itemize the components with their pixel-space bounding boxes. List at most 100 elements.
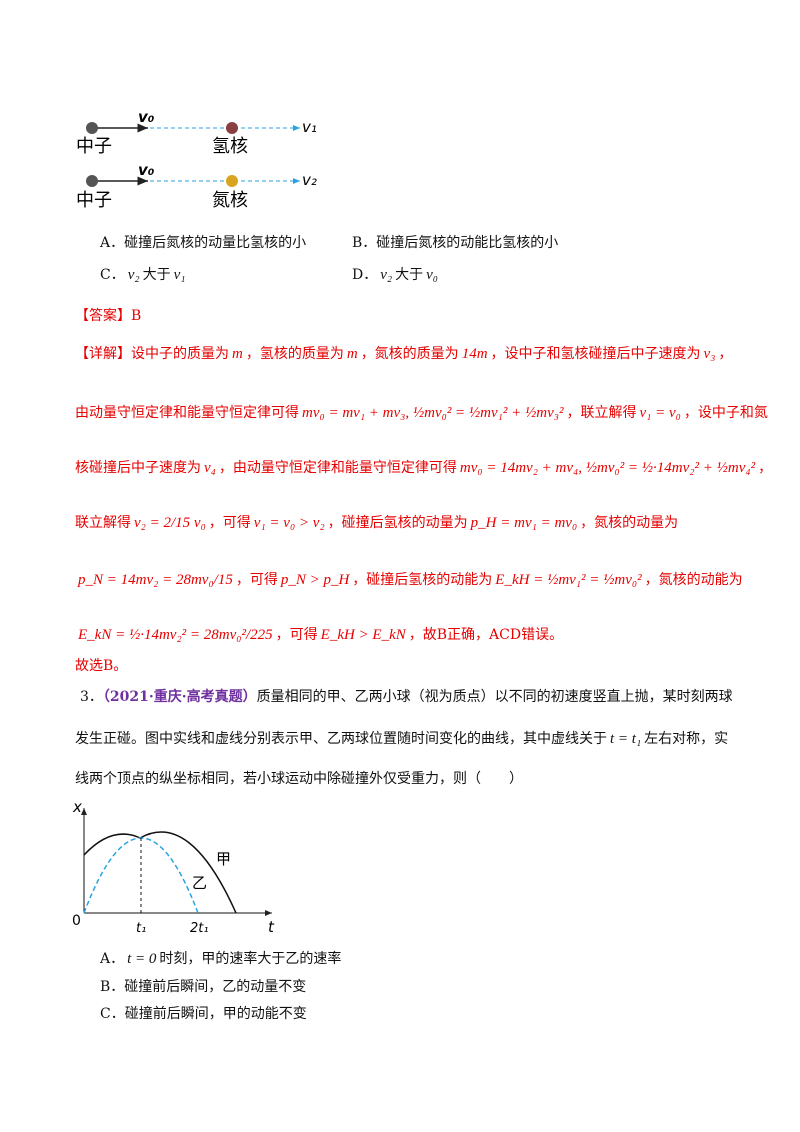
text-line: B．碰撞前后瞬间，乙的动量不变 bbox=[100, 976, 306, 996]
text: B．碰撞前后瞬间，乙的动量不变 bbox=[100, 979, 307, 995]
formula: v₂ bbox=[380, 267, 393, 283]
text: 联立解得 bbox=[75, 515, 131, 531]
label: 0 bbox=[72, 913, 81, 929]
text: 线两个顶点的纵坐标相同，若小球运动中除碰撞外仅受重力，则（ ） bbox=[75, 771, 523, 787]
text-line: 由动量守恒定律和能量守恒定律可得 mv₀ = mv₁ + mv₃, ½mv₀² =… bbox=[75, 402, 768, 422]
text: ，设中子和氢核碰撞后中子速度为 bbox=[490, 346, 701, 362]
formula: v₁ = v₀ bbox=[639, 405, 681, 421]
text-line: 故选B。 bbox=[75, 655, 127, 675]
text-line: 【详解】设中子的质量为 m ，氢核的质量为 m ，氮核的质量为 14m ，设中子和氢核碰撞后… bbox=[75, 343, 732, 363]
text: 质量相同的甲、乙两小球（视为质点）以不同的初速度竖直上抛，某时刻两球 bbox=[256, 689, 733, 705]
label: 氮核 bbox=[212, 190, 248, 211]
formula: m bbox=[232, 346, 243, 362]
label: t bbox=[268, 918, 275, 936]
formula: 14m bbox=[461, 346, 488, 362]
text-line: D． v₂ 大于 v₀ bbox=[352, 264, 441, 284]
formula: E_kH > E_kN bbox=[320, 627, 406, 643]
text-line: C． v₂ 大于 v₁ bbox=[100, 264, 188, 284]
formula: p_N = 14mv₂ = 28mv₀/15 bbox=[78, 572, 233, 588]
text: 【答案】B bbox=[75, 308, 142, 324]
formula: p_H = mv₁ = mv₀ bbox=[470, 515, 578, 531]
text: ，设中子和氮 bbox=[683, 405, 768, 421]
text: 时刻，甲的速率大于乙的速率 bbox=[159, 951, 342, 967]
text: ，故B正确，ACD错误。 bbox=[408, 627, 564, 643]
text-line: A． t = 0 时刻，甲的速率大于乙的速率 bbox=[100, 948, 341, 968]
label: v₀ bbox=[138, 161, 155, 179]
text-line: 线两个顶点的纵坐标相同，若小球运动中除碰撞外仅受重力，则（ ） bbox=[75, 768, 523, 788]
text-line: p_N = 14mv₂ = 28mv₀/15 ，可得 p_N > p_H ，碰撞后氢核… bbox=[75, 569, 743, 589]
formula: t = 0 bbox=[127, 951, 157, 967]
text: C．碰撞前后瞬间，甲的动能不变 bbox=[100, 1006, 307, 1022]
text: ，由动量守恒定律和能量守恒定律可得 bbox=[218, 460, 457, 476]
formula: t = t₁ bbox=[610, 731, 642, 747]
source-tag: （2021·重庆·高考真题） bbox=[102, 689, 257, 705]
text-line: B．碰撞后氮核的动能比氢核的小 bbox=[352, 232, 558, 252]
text: ，氮核的动能为 bbox=[644, 572, 743, 588]
position-time-graph: x t 0 t₁ 2t₁ 甲 乙 bbox=[72, 798, 275, 936]
formula: mv₀ = 14mv₂ + mv₄, ½mv₀² = ½·14mv₂² + ½m… bbox=[459, 460, 756, 476]
text-line: 核碰撞后中子速度为 v₄ ，由动量守恒定律和能量守恒定律可得 mv₀ = 14mv₂ … bbox=[75, 457, 772, 477]
nitrogen-nucleus bbox=[226, 175, 238, 187]
text: 左右对称，实 bbox=[644, 731, 729, 747]
label: 中子 bbox=[76, 190, 112, 211]
text-line: A．碰撞后氮核的动量比氢核的小 bbox=[100, 232, 306, 252]
text: 故选B。 bbox=[75, 658, 128, 674]
text: 【详解】设中子的质量为 bbox=[75, 346, 229, 362]
neutron bbox=[86, 175, 98, 187]
text: ，碰撞后氢核的动能为 bbox=[352, 572, 493, 588]
text: ， bbox=[718, 346, 733, 362]
neutron bbox=[86, 122, 98, 134]
text: 3． bbox=[80, 689, 103, 705]
text: ，可得 bbox=[208, 515, 251, 531]
formula: v₁ = v₀ > v₂ bbox=[253, 515, 325, 531]
text-line: 联立解得 v₂ = 2/15 v₀ ，可得 v₁ = v₀ > v₂ ，碰撞后氢核的动量… bbox=[75, 512, 678, 532]
text: ，可得 bbox=[275, 627, 318, 643]
text: 由动量守恒定律和能量守恒定律可得 bbox=[75, 405, 299, 421]
label: v₁ bbox=[302, 118, 317, 136]
text: 发生正碰。图中实线和虚线分别表示甲、乙两球位置随时间变化的曲线，其中虚线关于 bbox=[75, 731, 607, 747]
text-line: 3．（2021·重庆·高考真题）质量相同的甲、乙两小球（视为质点）以不同的初速度… bbox=[80, 686, 733, 706]
text-line: E_kN = ½·14mv₂² = 28mv₀²/225 ，可得 E_kH > E_… bbox=[75, 624, 563, 644]
text: ，氢核的质量为 bbox=[245, 346, 344, 362]
text: ，联立解得 bbox=[566, 405, 637, 421]
text: ，氮核的质量为 bbox=[360, 346, 459, 362]
text: 大于 bbox=[142, 267, 171, 283]
text: 核碰撞后中子速度为 bbox=[75, 460, 201, 476]
label: 甲 bbox=[216, 850, 231, 868]
label: v₂ bbox=[302, 171, 317, 189]
text-line: C．碰撞前后瞬间，甲的动能不变 bbox=[100, 1003, 307, 1023]
label: 2t₁ bbox=[190, 921, 209, 936]
formula: p_N > p_H bbox=[280, 572, 350, 588]
formula: v₂ = 2/15 v₀ bbox=[134, 515, 206, 531]
label: v₀ bbox=[138, 108, 155, 126]
label: x bbox=[72, 798, 82, 816]
label: 乙 bbox=[192, 874, 207, 892]
label: t₁ bbox=[136, 921, 146, 936]
text: 大于 bbox=[395, 267, 424, 283]
text: ， bbox=[758, 460, 773, 476]
label: 氢核 bbox=[212, 136, 248, 157]
formula: E_kH = ½mv₁² = ½mv₀² bbox=[495, 572, 642, 588]
formula: E_kN = ½·14mv₂² = 28mv₀²/225 bbox=[78, 627, 273, 643]
text: C． bbox=[100, 267, 125, 283]
text: A．碰撞后氮核的动量比氢核的小 bbox=[100, 235, 307, 251]
formula: mv₀ = mv₁ + mv₃, ½mv₀² = ½mv₁² + ½mv₃² bbox=[302, 405, 564, 421]
formula: v₄ bbox=[204, 460, 216, 476]
formula: v₀ bbox=[426, 267, 438, 283]
text-line: 发生正碰。图中实线和虚线分别表示甲、乙两球位置随时间变化的曲线，其中虚线关于 t … bbox=[75, 728, 728, 748]
text-line: 【答案】B bbox=[75, 305, 141, 325]
text: ，氮核的动量为 bbox=[580, 515, 679, 531]
solid-curve bbox=[83, 831, 237, 914]
text: B．碰撞后氮核的动能比氢核的小 bbox=[352, 235, 559, 251]
formula: v₁ bbox=[173, 267, 186, 283]
text: ，碰撞后氢核的动量为 bbox=[327, 515, 468, 531]
text: A． bbox=[100, 951, 125, 967]
formula: m bbox=[346, 346, 358, 362]
formula: v₂ bbox=[127, 267, 140, 283]
collision-figure: v₀ v₁ 中子 氢核 v₀ v₂ 中子 氮核 bbox=[76, 108, 317, 211]
text: ，可得 bbox=[235, 572, 278, 588]
label: 中子 bbox=[76, 136, 112, 157]
formula: v₃ bbox=[703, 346, 716, 362]
